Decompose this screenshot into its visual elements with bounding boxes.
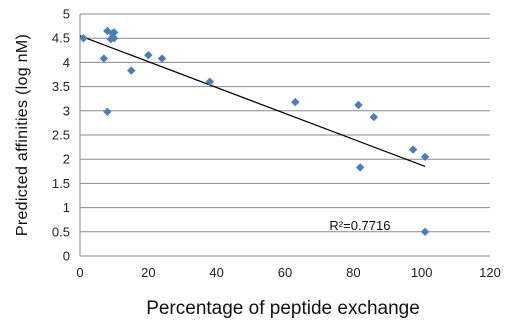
y-tick-label: 4.5	[52, 31, 70, 46]
trendline-group	[79, 35, 426, 168]
data-point	[99, 54, 109, 63]
gridlines	[80, 13, 490, 233]
data-point	[103, 26, 112, 36]
data-point	[205, 77, 215, 86]
y-tick-label: 5	[63, 7, 70, 22]
x-tick-label: 0	[76, 265, 83, 280]
y-axis-label: Predicted affinities (log nM)	[14, 34, 31, 236]
data-point	[103, 107, 112, 116]
data-point	[127, 66, 136, 75]
y-tick-label: 3.5	[52, 79, 70, 94]
x-tick-labels: 0 20 40 60 80 100 120	[76, 265, 500, 280]
y-tick-label: 1	[63, 200, 70, 215]
data-point	[144, 50, 153, 60]
r-squared-annotation: R²=0.7716	[329, 218, 390, 233]
data-point	[157, 54, 167, 63]
data-point	[355, 163, 365, 172]
x-axis-label: Percentage of peptide exchange	[146, 298, 420, 319]
y-tick-labels: 0 0.5 1 1.5 2 2.5 3 3.5 4 4.5 5	[52, 7, 70, 264]
x-tick-label: 20	[141, 265, 155, 280]
data-point	[109, 28, 119, 37]
y-tick-label: 4	[63, 55, 70, 70]
x-tick-label: 120	[479, 265, 501, 280]
data-point	[79, 34, 88, 43]
data-points	[79, 26, 430, 236]
x-tick-label: 100	[411, 265, 433, 280]
x-tick-label: 80	[346, 265, 360, 280]
x-tick-label: 60	[278, 265, 292, 280]
axes	[79, 14, 490, 257]
data-point	[354, 100, 363, 110]
y-tick-label: 0	[63, 249, 70, 264]
x-tick-label: 40	[209, 265, 223, 280]
data-point	[408, 145, 418, 154]
y-tick-label: 1.5	[52, 176, 70, 191]
y-tick-label: 2.5	[52, 128, 70, 143]
data-point	[291, 97, 300, 107]
data-point	[369, 112, 379, 122]
data-point	[109, 34, 119, 43]
trendline	[79, 35, 426, 168]
y-tick-label: 2	[63, 152, 70, 167]
y-tick-label: 0.5	[52, 224, 70, 239]
data-point	[420, 152, 430, 161]
y-tick-label: 3	[63, 103, 70, 118]
data-point	[420, 227, 430, 236]
